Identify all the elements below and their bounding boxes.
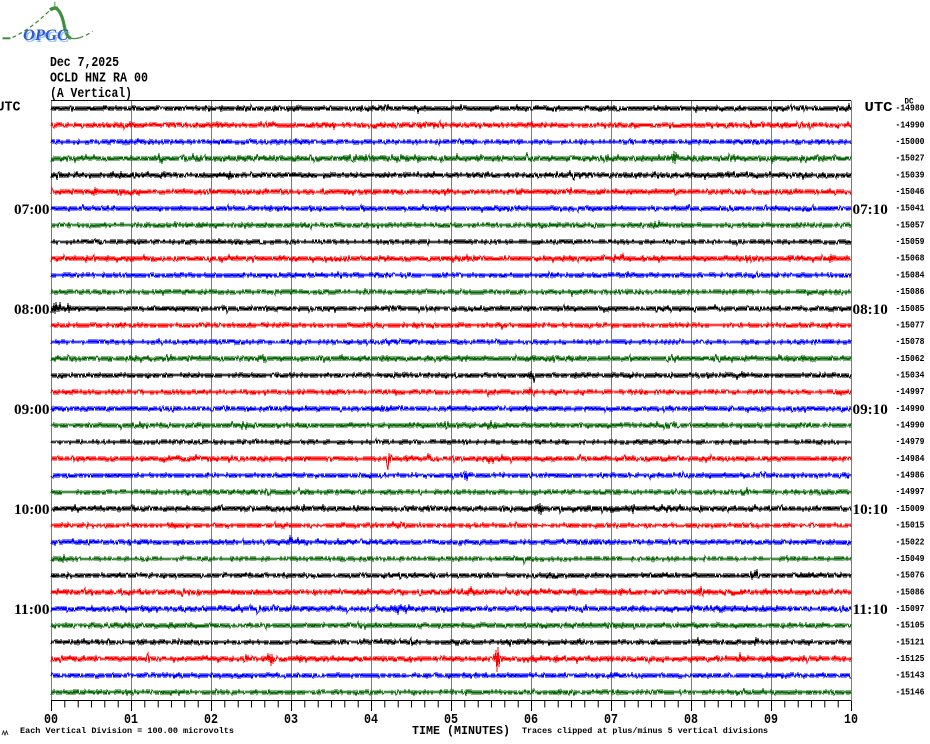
svg-text:-15046: -15046 [896,186,925,197]
svg-text:Each Vertical Division = 100.: Each Vertical Division = 100.00 microvol… [20,726,234,736]
svg-text:-15097: -15097 [896,603,925,614]
svg-text:03: 03 [284,712,298,728]
svg-text:08:00: 08:00 [14,302,50,318]
svg-text:-14980: -14980 [896,103,925,114]
svg-text:UTC: UTC [0,100,21,116]
svg-text:-15125: -15125 [896,653,925,664]
svg-text:-15057: -15057 [896,219,925,230]
svg-text:-15086: -15086 [896,586,925,597]
svg-text:(A Vertical): (A Vertical) [50,86,132,102]
svg-text:-14990: -14990 [896,119,925,130]
svg-text:DC: DC [905,98,914,107]
svg-text:07: 07 [604,712,618,728]
svg-text:-15143: -15143 [896,670,925,681]
svg-text:-15084: -15084 [896,269,925,280]
svg-text:-15009: -15009 [896,503,925,514]
svg-text:11:10: 11:10 [853,602,888,618]
svg-text:-15146: -15146 [896,686,925,697]
svg-text:Traces clipped at plus/minus 5: Traces clipped at plus/minus 5 vertical … [522,726,768,736]
svg-text:07:00: 07:00 [14,202,50,218]
svg-text:09: 09 [764,712,778,728]
svg-text:08:10: 08:10 [853,302,888,318]
svg-text:-14986: -14986 [896,470,925,481]
svg-text:08: 08 [684,712,698,728]
svg-text:OCLD HNZ RA 00: OCLD HNZ RA 00 [50,71,148,87]
svg-text:-15000: -15000 [896,136,925,147]
svg-text:10: 10 [844,712,858,728]
svg-text:04: 04 [364,712,378,728]
svg-text:02: 02 [204,712,218,728]
svg-text:-15076: -15076 [896,570,925,581]
svg-text:OPGC: OPGC [25,29,71,46]
svg-text:09:10: 09:10 [853,402,888,418]
svg-text:-14997: -14997 [896,386,925,397]
svg-text:UTC: UTC [865,100,894,116]
svg-text:Dec 7,2025: Dec 7,2025 [50,55,119,71]
svg-text:10:10: 10:10 [853,502,888,518]
svg-text:-15078: -15078 [896,336,925,347]
svg-text:-14997: -14997 [896,486,925,497]
svg-text:-15039: -15039 [896,169,925,180]
svg-text:OPGC: OPGC [23,27,69,44]
svg-text:-15121: -15121 [896,636,925,647]
svg-text:-15062: -15062 [896,353,925,364]
svg-text:09:00: 09:00 [14,402,50,418]
svg-text:01: 01 [124,712,138,728]
svg-text:-15022: -15022 [896,536,925,547]
svg-text:-15105: -15105 [896,620,925,631]
svg-text:00: 00 [44,712,58,728]
svg-text:-15086: -15086 [896,286,925,297]
svg-text:TIME (MINUTES): TIME (MINUTES) [412,724,510,738]
svg-text:-15049: -15049 [896,553,925,564]
svg-text:10:00: 10:00 [14,502,50,518]
svg-text:-14990: -14990 [896,403,925,414]
svg-text:-14984: -14984 [896,453,925,464]
svg-text:06: 06 [524,712,538,728]
svg-text:07:10: 07:10 [853,202,888,218]
svg-text:-15034: -15034 [896,370,925,381]
svg-text:-15077: -15077 [896,319,925,330]
svg-text:-15015: -15015 [896,520,925,531]
svg-text:-14990: -14990 [896,420,925,431]
svg-text:-15068: -15068 [896,253,925,264]
svg-text:-15059: -15059 [896,236,925,247]
svg-text:11:00: 11:00 [14,602,50,618]
svg-text:-15041: -15041 [896,203,925,214]
svg-text:-15085: -15085 [896,303,925,314]
svg-text:-14979: -14979 [896,436,925,447]
svg-text:-15027: -15027 [896,153,925,164]
svg-text:05: 05 [444,712,458,728]
